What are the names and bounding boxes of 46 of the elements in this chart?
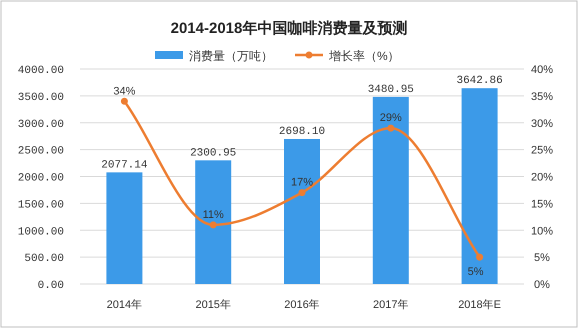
y-tick-label: 1000.00	[18, 226, 64, 238]
y2-tick-label: 40%	[530, 64, 554, 76]
point	[210, 221, 217, 228]
y-tick-label: 3000.00	[18, 118, 64, 131]
bar	[462, 88, 498, 284]
legend-label: 消费量（万吨）	[189, 49, 273, 63]
data-label: 34%	[113, 85, 136, 98]
data-label: 5%	[468, 266, 484, 278]
bar	[372, 96, 409, 284]
point	[298, 189, 306, 196]
y2-tick-label: 15%	[530, 198, 554, 210]
x-tick-label: 2015年	[195, 299, 231, 311]
y-tick-label: 4000.00	[18, 65, 64, 77]
data-label: 17%	[290, 176, 314, 189]
y-tick-label: 0.00	[38, 280, 64, 292]
x-tick-label: 2018年E	[458, 299, 502, 311]
y-tick-label: 2500.00	[18, 146, 64, 158]
y-tick-label: 3500.00	[18, 92, 64, 104]
data-label: 29%	[380, 112, 402, 124]
bar	[195, 160, 232, 284]
legend-label: 增长率（%）	[328, 49, 400, 63]
y2-tick-label: 25%	[530, 144, 554, 157]
y2-tick-label: 30%	[530, 118, 554, 130]
data-label: 2698.10	[278, 126, 326, 138]
x-tick-label: 2014年	[106, 299, 142, 311]
y-tick-label: 2000.00	[18, 172, 64, 184]
data-label: 11%	[202, 208, 224, 221]
chart-title: 2014-2018年中国咖啡消费量及预测	[170, 20, 408, 37]
data-label: 3480.95	[368, 84, 414, 96]
x-tick-label: 2017年	[373, 299, 409, 311]
y2-tick-label: 20%	[530, 172, 554, 184]
y-tick-label: 500.00	[24, 253, 64, 266]
data-label: 2300.95	[190, 147, 236, 160]
y2-tick-label: 10%	[530, 225, 554, 238]
x-tick-label: 2016年	[284, 299, 320, 311]
data-label: 3642.86	[456, 75, 503, 88]
point	[120, 98, 128, 105]
y2-tick-label: 0%	[534, 279, 550, 291]
bar	[284, 138, 320, 284]
bar	[106, 172, 142, 284]
data-label: 2077.14	[101, 159, 148, 172]
point	[476, 254, 484, 261]
y2-tick-label: 35%	[530, 90, 554, 103]
y2-tick-label: 5%	[534, 252, 550, 264]
point	[387, 124, 394, 132]
y-tick-label: 1500.00	[18, 199, 64, 212]
